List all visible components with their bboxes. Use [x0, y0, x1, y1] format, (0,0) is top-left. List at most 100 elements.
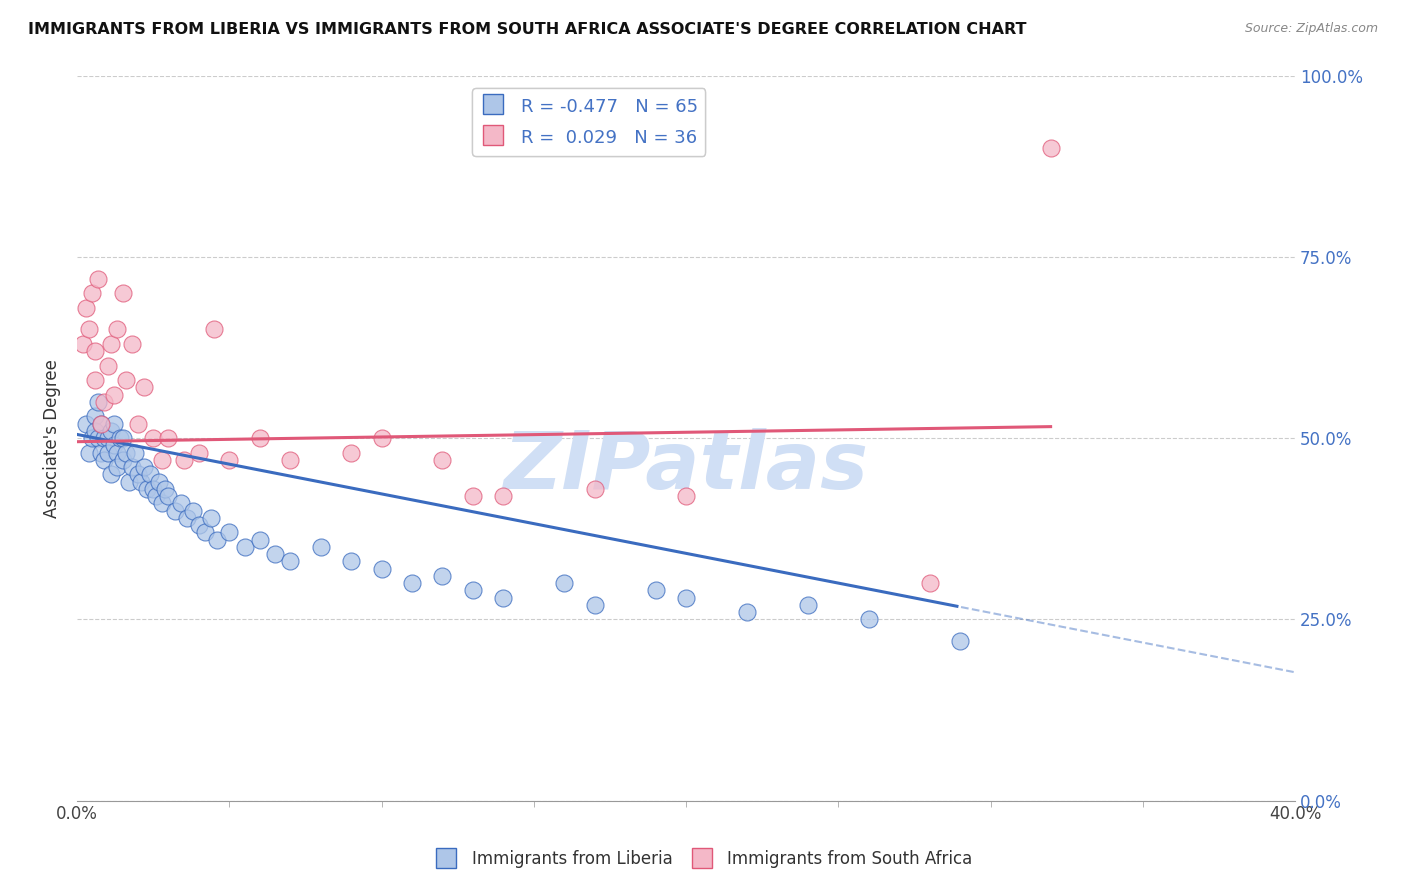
Point	[461, 583, 484, 598]
Point	[194, 525, 217, 540]
Text: IMMIGRANTS FROM LIBERIA VS IMMIGRANTS FROM SOUTH AFRICA ASSOCIATE'S DEGREE CORRE: IMMIGRANTS FROM LIBERIA VS IMMIGRANTS FR…	[28, 22, 1026, 37]
Point	[84, 424, 107, 438]
Point	[187, 518, 209, 533]
Point	[370, 561, 392, 575]
Point	[139, 467, 162, 482]
Y-axis label: Associate's Degree: Associate's Degree	[44, 359, 60, 517]
Point	[176, 511, 198, 525]
Point	[340, 445, 363, 459]
Point	[105, 445, 128, 459]
Point	[918, 576, 941, 591]
Point	[111, 452, 134, 467]
Point	[87, 271, 110, 285]
Point	[84, 373, 107, 387]
Point	[205, 533, 228, 547]
Point	[675, 591, 697, 605]
Point	[121, 336, 143, 351]
Point	[118, 475, 141, 489]
Point	[249, 533, 271, 547]
Legend: Immigrants from Liberia, Immigrants from South Africa: Immigrants from Liberia, Immigrants from…	[426, 844, 980, 875]
Point	[173, 452, 195, 467]
Point	[93, 452, 115, 467]
Text: Source: ZipAtlas.com: Source: ZipAtlas.com	[1244, 22, 1378, 36]
Point	[163, 503, 186, 517]
Point	[150, 452, 173, 467]
Point	[401, 576, 423, 591]
Point	[675, 489, 697, 503]
Point	[105, 460, 128, 475]
Point	[145, 489, 167, 503]
Point	[127, 417, 149, 431]
Point	[187, 445, 209, 459]
Point	[553, 576, 575, 591]
Point	[136, 482, 159, 496]
Point	[75, 301, 97, 315]
Point	[370, 431, 392, 445]
Point	[121, 460, 143, 475]
Point	[103, 387, 125, 401]
Point	[100, 424, 122, 438]
Point	[129, 475, 152, 489]
Point	[169, 496, 191, 510]
Point	[432, 569, 454, 583]
Point	[82, 286, 104, 301]
Point	[103, 417, 125, 431]
Point	[100, 467, 122, 482]
Point	[644, 583, 666, 598]
Point	[218, 452, 240, 467]
Point	[233, 540, 256, 554]
Point	[735, 605, 758, 619]
Text: ZIPatlas: ZIPatlas	[503, 428, 869, 506]
Point	[142, 482, 165, 496]
Point	[278, 554, 301, 568]
Point	[105, 322, 128, 336]
Point	[100, 336, 122, 351]
Point	[492, 591, 515, 605]
Point	[142, 431, 165, 445]
Point	[114, 445, 136, 459]
Point	[340, 554, 363, 568]
Point	[132, 380, 155, 394]
Point	[461, 489, 484, 503]
Point	[72, 336, 94, 351]
Point	[87, 431, 110, 445]
Point	[84, 409, 107, 424]
Point	[249, 431, 271, 445]
Point	[82, 431, 104, 445]
Point	[96, 445, 118, 459]
Point	[432, 452, 454, 467]
Point	[93, 394, 115, 409]
Point	[202, 322, 225, 336]
Point	[200, 511, 222, 525]
Point	[90, 417, 112, 431]
Point	[75, 417, 97, 431]
Point	[96, 431, 118, 445]
Point	[77, 445, 100, 459]
Point	[93, 431, 115, 445]
Point	[1040, 141, 1063, 155]
Point	[492, 489, 515, 503]
Point	[278, 452, 301, 467]
Point	[77, 322, 100, 336]
Point	[114, 373, 136, 387]
Point	[583, 598, 606, 612]
Point	[218, 525, 240, 540]
Point	[148, 475, 170, 489]
Point	[103, 438, 125, 452]
Point	[583, 482, 606, 496]
Point	[157, 489, 180, 503]
Point	[132, 460, 155, 475]
Point	[127, 467, 149, 482]
Point	[111, 286, 134, 301]
Point	[858, 612, 880, 626]
Point	[949, 634, 972, 648]
Point	[181, 503, 204, 517]
Point	[157, 431, 180, 445]
Point	[124, 445, 146, 459]
Point	[150, 496, 173, 510]
Point	[264, 547, 287, 561]
Point	[87, 394, 110, 409]
Point	[155, 482, 177, 496]
Point	[108, 431, 131, 445]
Point	[84, 344, 107, 359]
